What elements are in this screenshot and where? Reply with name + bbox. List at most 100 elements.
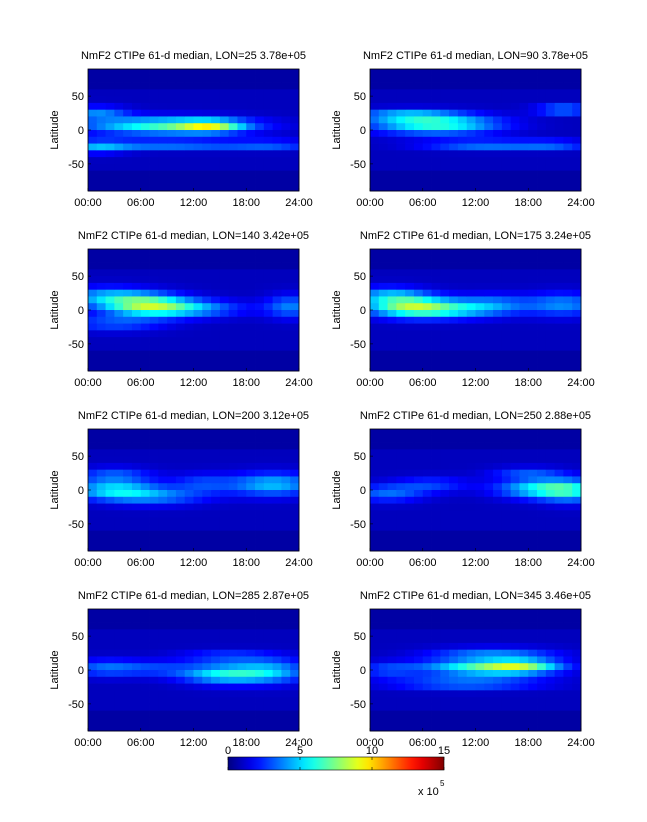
heatmap-cell — [246, 163, 256, 172]
heatmap-cell — [431, 435, 441, 443]
heatmap-cell — [131, 136, 142, 144]
heatmap-cell — [149, 523, 159, 532]
heatmap-cell — [370, 703, 380, 712]
heatmap-cell — [149, 177, 159, 185]
heatmap-cell — [272, 429, 282, 437]
heatmap-cell — [475, 429, 485, 437]
heatmap-cell — [378, 102, 388, 111]
heatmap-cell — [528, 316, 538, 324]
heatmap-cell — [290, 503, 300, 511]
heatmap-cell — [405, 282, 415, 291]
heatmap-cell — [554, 364, 564, 372]
heatmap-cell — [281, 255, 291, 263]
heatmap-cell — [440, 537, 450, 545]
heatmap-cell — [545, 537, 556, 545]
heatmap-cell — [175, 510, 186, 518]
heatmap-cell — [572, 289, 582, 297]
heatmap-cell — [475, 544, 485, 552]
heatmap-cell — [184, 337, 194, 345]
heatmap-cell — [387, 282, 397, 291]
heatmap-cell — [158, 89, 168, 97]
heatmap-cell — [255, 184, 265, 192]
heatmap-cell — [431, 130, 441, 138]
heatmap-cell — [228, 269, 238, 277]
heatmap-cell — [475, 710, 485, 718]
heatmap-cell — [193, 289, 203, 297]
heatmap-cell — [96, 683, 106, 691]
heatmap-cell — [255, 177, 265, 185]
heatmap-cell — [167, 636, 177, 644]
heatmap-cell — [193, 663, 203, 671]
heatmap-cell — [255, 656, 265, 664]
heatmap-cell — [422, 523, 432, 532]
heatmap-cell — [387, 690, 397, 698]
heatmap-cell — [281, 429, 291, 437]
heatmap-cell — [88, 523, 98, 532]
heatmap-cell — [466, 364, 476, 372]
heatmap-cell — [131, 636, 142, 644]
heatmap-cell — [440, 330, 450, 338]
heatmap-cell — [105, 703, 115, 712]
heatmap-cell — [96, 629, 106, 637]
heatmap-cell — [123, 544, 133, 552]
heatmap-cell — [184, 710, 194, 718]
heatmap-cell — [405, 724, 415, 732]
heatmap-cell — [493, 177, 503, 185]
heatmap-cell — [493, 276, 503, 284]
heatmap-cell — [131, 289, 142, 297]
heatmap-cell — [545, 510, 556, 518]
heatmap-cell — [449, 177, 459, 185]
heatmap-cell — [131, 622, 142, 630]
heatmap-cell — [519, 490, 529, 498]
heatmap-cell — [123, 337, 133, 345]
heatmap-cell — [405, 249, 415, 257]
heatmap-cell — [140, 530, 150, 538]
heatmap-cell — [537, 517, 547, 525]
heatmap-cell — [501, 462, 512, 471]
heatmap-cell — [510, 724, 520, 732]
heatmap-cell — [449, 476, 459, 484]
heatmap-cell — [114, 96, 124, 104]
heatmap-cell — [281, 449, 291, 457]
y-axis-label: Latitude — [49, 470, 61, 509]
heatmap-cell — [422, 710, 432, 718]
y-tick-label: -50 — [350, 519, 366, 531]
heatmap-cell — [396, 323, 406, 331]
heatmap-cell — [219, 123, 230, 131]
heatmap-cell — [123, 269, 133, 277]
heatmap-cell — [211, 69, 221, 77]
heatmap-cell — [501, 330, 512, 338]
heatmap-cell — [545, 337, 556, 345]
heatmap-cell — [413, 269, 424, 277]
heatmap-cell — [237, 89, 247, 97]
heatmap-cell — [545, 150, 556, 158]
heatmap-cell — [123, 517, 133, 525]
heatmap-cell — [440, 649, 450, 657]
heatmap-cell — [228, 343, 238, 352]
y-tick-label: 50 — [72, 271, 84, 283]
colorbar-tick-label: 5 — [297, 745, 303, 757]
heatmap-cell — [405, 530, 415, 538]
heatmap-cell — [140, 157, 150, 165]
heatmap-cell — [387, 724, 397, 732]
heatmap-cell — [466, 544, 476, 552]
heatmap-cell — [123, 116, 133, 124]
heatmap-cell — [378, 496, 388, 504]
heatmap-cell — [475, 483, 485, 491]
heatmap-cell — [545, 449, 556, 457]
heatmap-cell — [370, 357, 380, 365]
heatmap-cell — [537, 435, 547, 443]
heatmap-cell — [175, 262, 186, 270]
heatmap-cell — [184, 249, 194, 257]
heatmap-cell — [484, 316, 494, 324]
heatmap-cell — [246, 724, 256, 732]
heatmap-cell — [484, 609, 494, 617]
heatmap-cell — [255, 724, 265, 732]
heatmap-cell — [563, 130, 573, 138]
heatmap-cell — [167, 343, 177, 352]
heatmap-cell — [431, 476, 441, 484]
heatmap-cell — [457, 435, 468, 443]
heatmap-cell — [449, 163, 459, 172]
heatmap-cell — [219, 449, 230, 457]
heatmap-cell — [431, 282, 441, 291]
